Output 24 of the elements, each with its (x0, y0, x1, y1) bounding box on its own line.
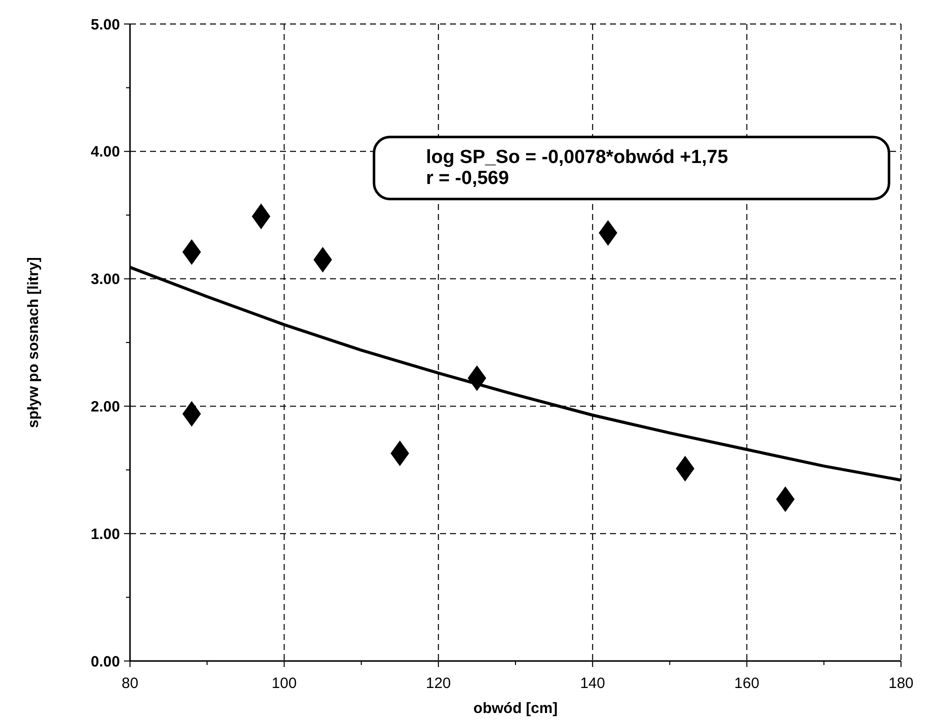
point (776, 486, 795, 512)
point (676, 456, 694, 482)
y-tick-label: 0.00 (90, 653, 120, 670)
y-axis-title: spływ po sosnach [litry] (25, 257, 42, 428)
x-tick-label: 180 (888, 675, 914, 692)
point (182, 239, 201, 265)
x-tick-label: 120 (426, 675, 451, 692)
x-tick-label: 100 (272, 675, 297, 692)
point (252, 204, 270, 230)
x-tick-label: 140 (580, 675, 606, 692)
point (598, 220, 618, 246)
point (182, 401, 201, 427)
x-tick-label: 80 (122, 675, 138, 692)
point (390, 440, 410, 466)
annotation: log SP_So = -0,0078*obwód +1,75 (426, 147, 728, 168)
y-tick-label: 4.00 (90, 144, 120, 161)
y-tick-label: 2.00 (90, 398, 120, 416)
annotation: r = -0,569 (426, 168, 509, 189)
y-tick-label: 1.00 (90, 526, 120, 543)
point (313, 246, 332, 273)
y-tick-label: 3.00 (90, 271, 120, 288)
x-tick-label: 160 (734, 675, 760, 692)
x-axis-title: obwód [cm] (473, 700, 558, 717)
y-tick-label: 5.00 (90, 16, 120, 34)
